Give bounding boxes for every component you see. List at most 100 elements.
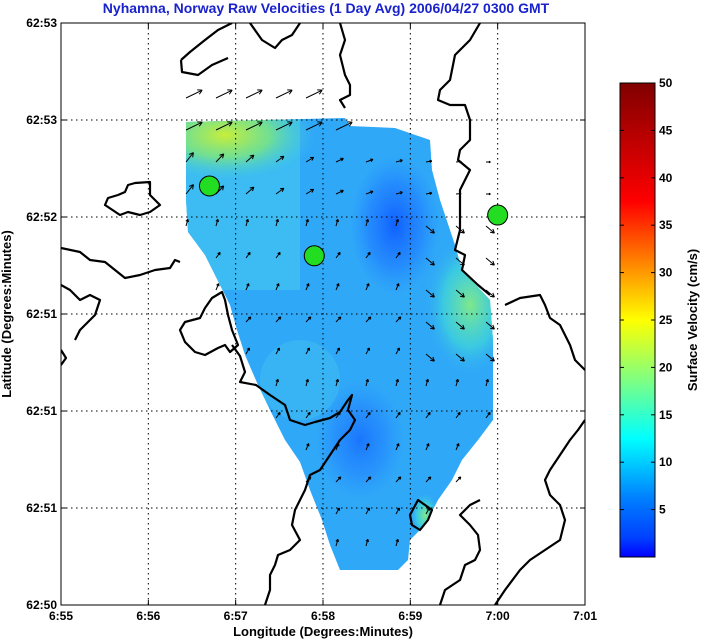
coastline-west-island bbox=[103, 180, 162, 217]
velocity-vector bbox=[395, 283, 400, 291]
chart-title: Nyhamna, Norway Raw Velocities (1 Day Av… bbox=[103, 0, 550, 16]
velocity-vector bbox=[245, 89, 263, 99]
velocity-vector bbox=[275, 283, 280, 291]
velocity-vector bbox=[245, 154, 255, 163]
velocity-vector bbox=[425, 476, 432, 483]
velocity-vector bbox=[245, 251, 251, 259]
colorbar-scale bbox=[619, 82, 656, 558]
velocity-vector bbox=[365, 443, 370, 451]
velocity-vector bbox=[395, 191, 403, 195]
velocity-vector bbox=[185, 218, 189, 227]
velocity-vector bbox=[305, 316, 312, 323]
x-tick-label: 6:57 bbox=[224, 609, 248, 623]
velocity-vector bbox=[275, 251, 281, 259]
velocity-vector bbox=[245, 347, 250, 355]
velocity-vector bbox=[335, 157, 344, 163]
velocity-vector bbox=[395, 411, 401, 419]
velocity-vector bbox=[335, 189, 344, 195]
coastline-north-east bbox=[338, 23, 491, 296]
velocity-vector bbox=[365, 218, 369, 227]
velocity-vector bbox=[395, 316, 402, 323]
velocity-vector bbox=[486, 160, 491, 164]
coastline-east-shore bbox=[438, 293, 585, 605]
velocity-vector bbox=[395, 159, 403, 163]
x-tick-label: 7:00 bbox=[486, 609, 510, 623]
velocity-vector bbox=[305, 411, 311, 419]
velocity-vector bbox=[275, 89, 293, 99]
colorbar-tick-label: 35 bbox=[659, 218, 673, 232]
velocity-vector bbox=[275, 155, 285, 163]
velocity-vector bbox=[335, 507, 340, 515]
velocity-vector bbox=[455, 443, 460, 451]
plot-area bbox=[60, 22, 586, 606]
y-tick-label: 62:53 bbox=[26, 16, 57, 30]
velocity-vector bbox=[485, 289, 495, 298]
velocity-vector bbox=[425, 443, 430, 451]
velocity-vector bbox=[425, 411, 431, 419]
velocity-vector bbox=[275, 121, 293, 131]
velocity-vector bbox=[335, 283, 340, 291]
y-tick-label: 62:51 bbox=[26, 404, 57, 418]
colorbar-tick-label: 50 bbox=[659, 76, 673, 90]
velocity-vector bbox=[335, 476, 342, 483]
y-axis: 62:53 62:53 62:52 62:51 62:51 62:51 62:50 bbox=[26, 16, 585, 612]
velocity-vector bbox=[305, 89, 323, 99]
x-axis-label: Longitude (Degrees:Minutes) bbox=[233, 624, 413, 639]
velocity-vector bbox=[275, 316, 282, 323]
coastline bbox=[61, 23, 585, 605]
velocity-vector bbox=[395, 443, 400, 451]
velocity-vector bbox=[365, 316, 372, 323]
coastline-north-island bbox=[179, 23, 301, 77]
velocity-vector bbox=[335, 538, 339, 547]
velocity-vector bbox=[365, 507, 370, 515]
velocity-vector bbox=[365, 411, 371, 419]
y-tick-label: 62:50 bbox=[26, 598, 57, 612]
x-tick-label: 6:58 bbox=[311, 609, 335, 623]
velocity-vector bbox=[365, 190, 374, 195]
velocity-vector bbox=[485, 411, 491, 419]
velocity-vector bbox=[425, 159, 433, 163]
velocity-vector bbox=[215, 121, 233, 131]
coastline-west-shore bbox=[178, 290, 357, 605]
velocity-vector bbox=[215, 283, 220, 291]
velocity-vector bbox=[425, 353, 435, 362]
velocity-vector bbox=[335, 218, 339, 227]
colorbar-tick-label: 45 bbox=[659, 123, 673, 137]
colorbar-tick-label: 15 bbox=[659, 408, 673, 422]
velocity-vector bbox=[365, 476, 372, 483]
colorbar: 5 10 15 20 25 30 35 40 45 50 Surface Velocity (cm… bbox=[619, 76, 700, 558]
velocity-vector bbox=[305, 121, 323, 131]
velocity-vector bbox=[425, 289, 435, 298]
velocity-vector bbox=[335, 121, 353, 131]
velocity-vectors bbox=[185, 89, 495, 547]
coastline-west-peninsula bbox=[61, 246, 181, 366]
velocity-vector bbox=[485, 257, 495, 266]
velocity-vector bbox=[275, 411, 281, 419]
velocity-vector bbox=[455, 289, 465, 298]
velocity-vector bbox=[215, 251, 221, 259]
radar-site-marker bbox=[198, 175, 220, 197]
velocity-vector bbox=[215, 153, 225, 163]
velocity-vector bbox=[215, 218, 219, 227]
velocity-vector bbox=[245, 316, 252, 323]
velocity-vector bbox=[395, 538, 399, 547]
y-tick-label: 62:52 bbox=[26, 210, 57, 224]
x-tick-label: 7:01 bbox=[573, 609, 597, 623]
velocity-vector bbox=[425, 225, 435, 234]
velocity-vector bbox=[245, 283, 250, 291]
velocity-vector bbox=[275, 378, 279, 387]
velocity-vector bbox=[275, 347, 280, 355]
velocity-vector bbox=[485, 378, 489, 387]
velocity-vector bbox=[305, 378, 309, 387]
velocity-vector bbox=[485, 321, 495, 330]
grid-lines bbox=[61, 23, 585, 605]
velocity-vector bbox=[455, 353, 465, 362]
velocity-vector bbox=[305, 188, 315, 195]
radar-sites bbox=[198, 175, 509, 267]
velocity-vector bbox=[185, 152, 194, 163]
radar-site-marker bbox=[303, 245, 325, 267]
velocity-vector bbox=[485, 225, 495, 234]
y-tick-label: 62:53 bbox=[26, 113, 57, 127]
velocity-vector bbox=[305, 218, 309, 227]
